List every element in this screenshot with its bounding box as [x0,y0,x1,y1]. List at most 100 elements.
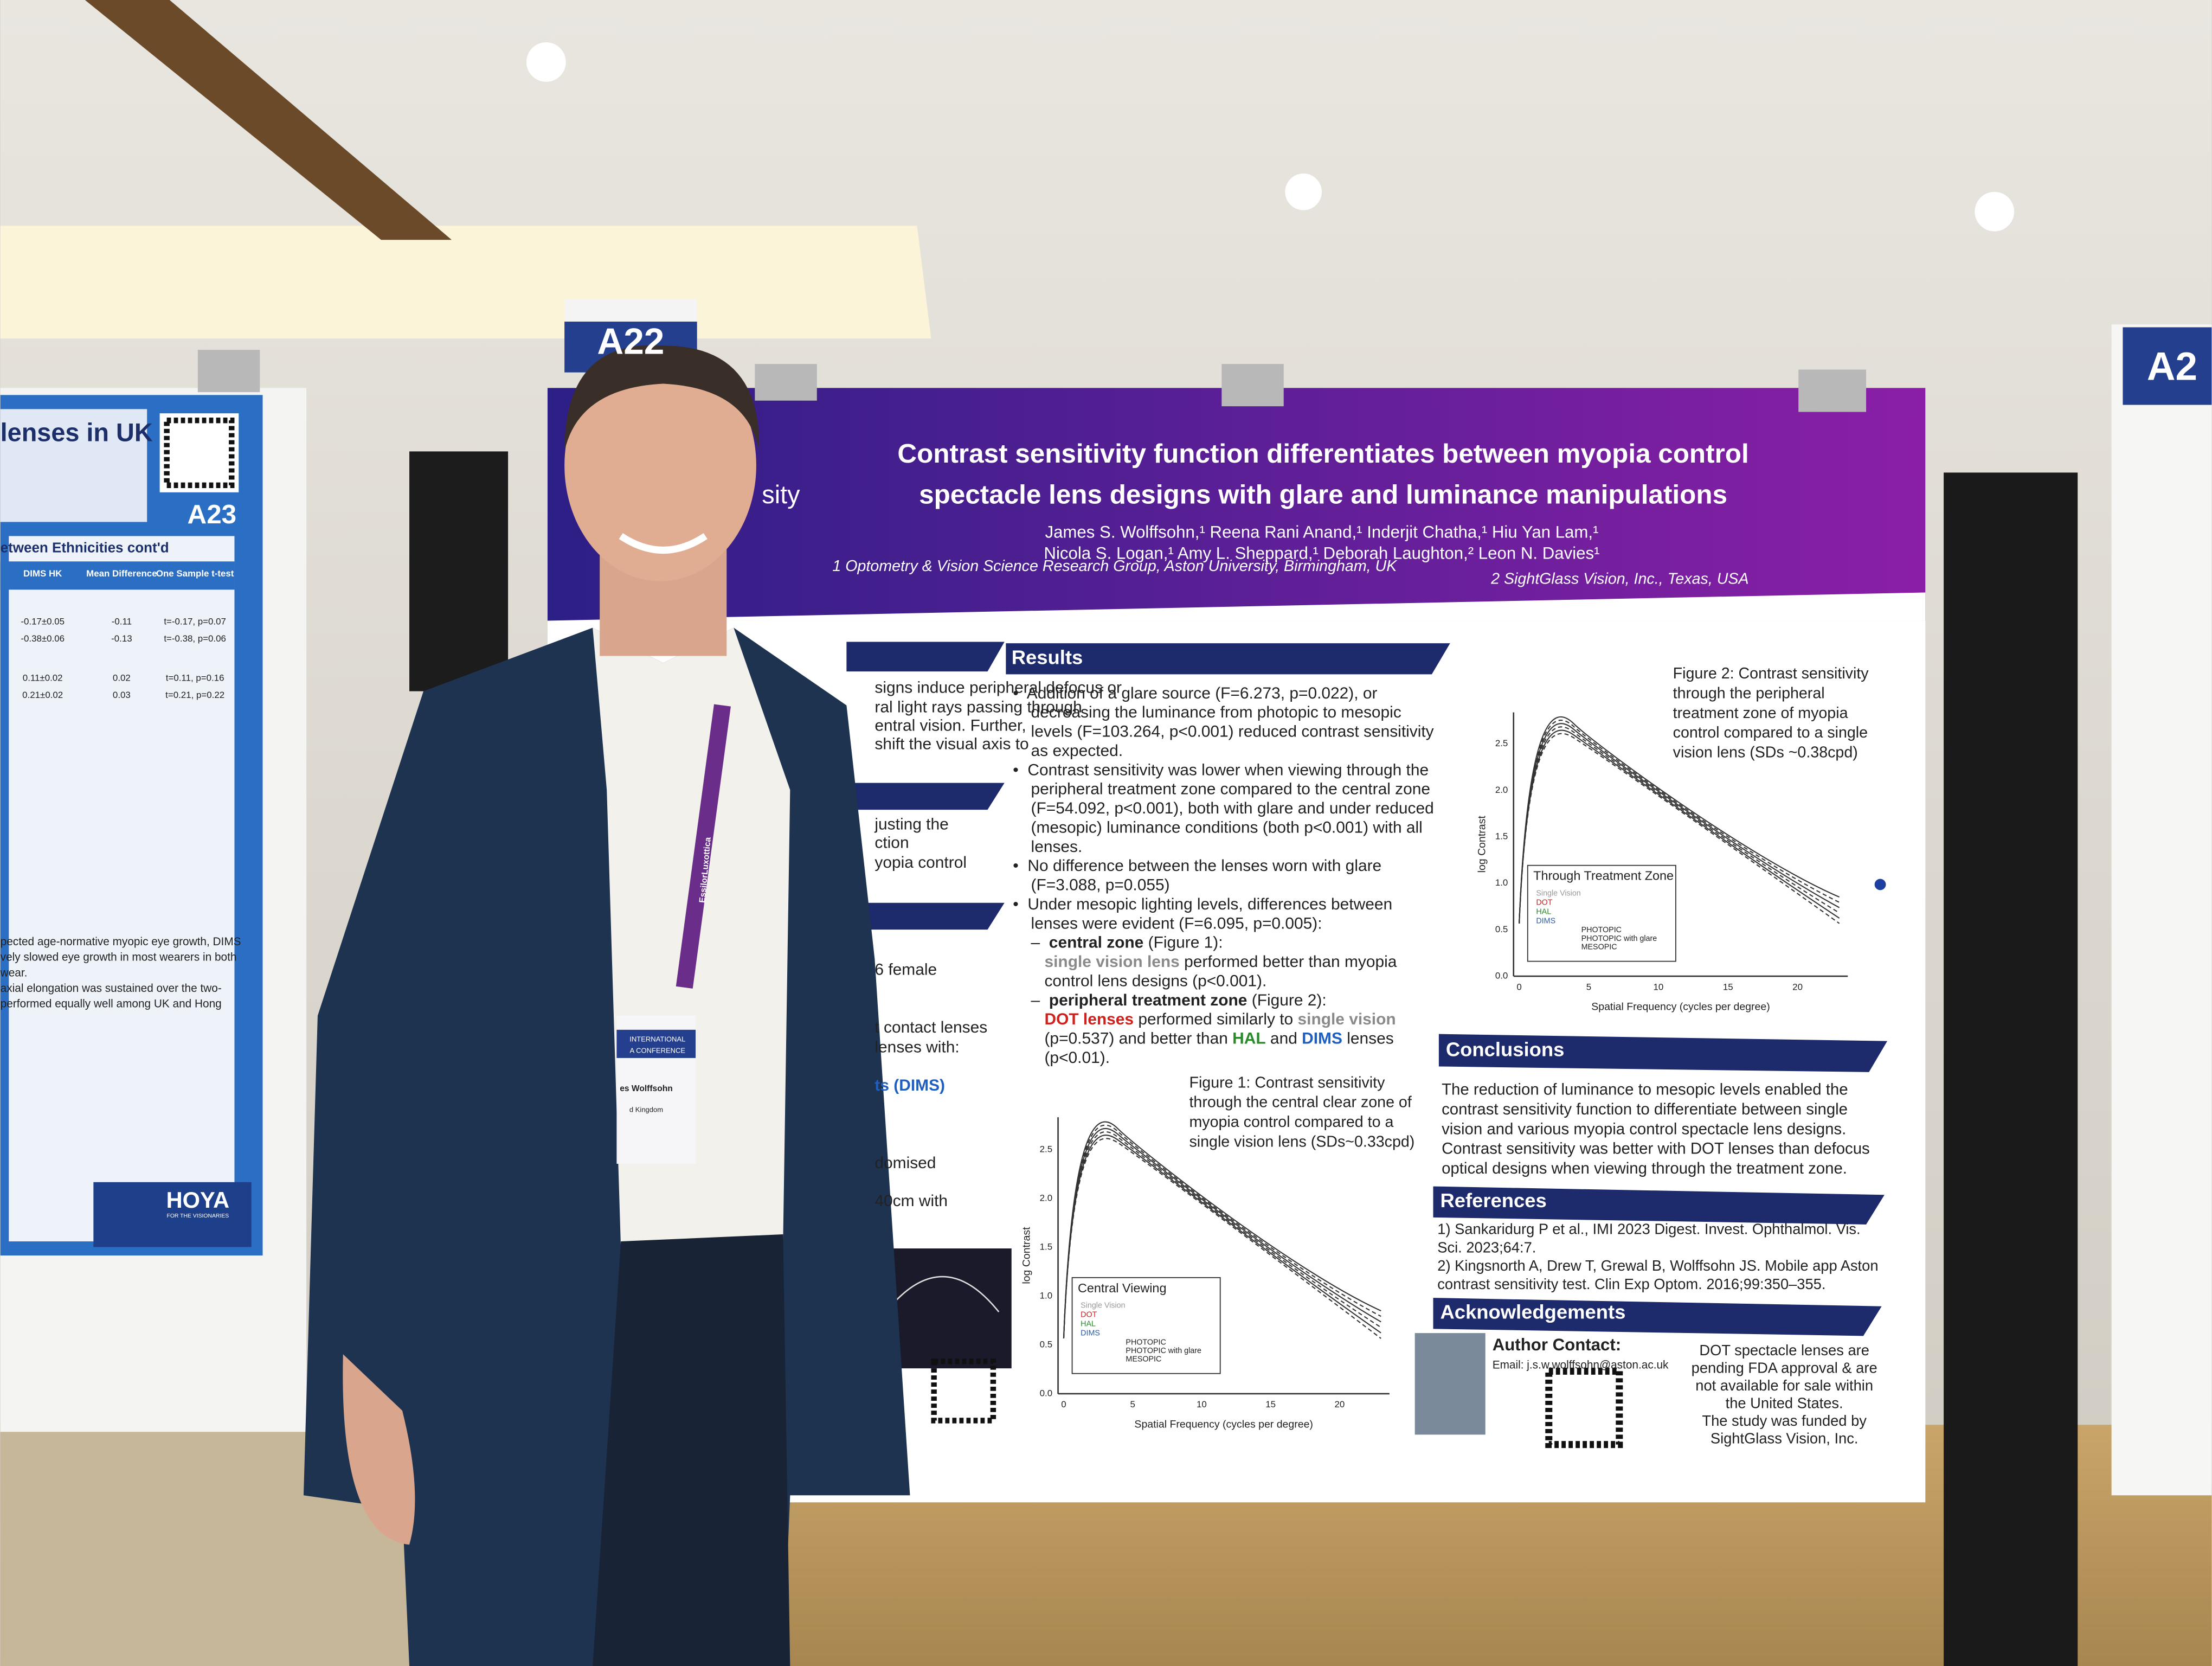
text-fragment: ral light rays passing through [874,699,1082,716]
legend-entry: HAL [1081,1319,1096,1328]
table-cell: 0.11±0.02 [23,673,63,683]
header-edge [547,592,1926,621]
text-segment: • Addition of a glare source (F=6.273, p… [1013,684,1377,702]
results-line: lenses were evident (F=6.095, p=0.005): [1013,914,1322,932]
clip [755,364,817,401]
legend-entry: PHOTOPIC [1581,926,1622,934]
left-subtitle: etween Ethnicities cont'd [1,540,169,556]
reference-line: 1) Sankaridurg P et al., IMI 2023 Digest… [1437,1220,1860,1237]
table-cell: -0.38±0.06 [21,633,65,644]
y-axis-label: log Contrast [1476,816,1488,873]
badge-name: es Wolffsohn [620,1084,673,1093]
section-heading: Acknowledgements [1440,1300,1625,1323]
x-tick-label: 5 [1130,1399,1135,1409]
text-fragment: shift the visual axis to [874,735,1028,753]
table-cell: 0.21±0.02 [22,690,63,700]
section-bar [1433,1298,1882,1336]
text-segment: performed better than myopia [1180,953,1397,971]
light-cove [0,226,931,339]
text-segment: decreasing the luminance from photopic t… [1013,703,1401,721]
figure-caption: through the peripheral [1673,684,1825,702]
figure-caption: through the central clear zone of [1189,1094,1411,1111]
x-tick-label: 15 [1265,1399,1276,1409]
trousers [593,1234,790,1666]
section-heading: Results [1012,646,1083,668]
results-line: • No difference between the lenses worn … [1013,857,1381,875]
text-segment: (Figure 2): [1247,991,1326,1009]
qr [931,1358,996,1424]
left-text: pected age-normative myopic eye growth, … [1,935,241,948]
text-segment: • Under mesopic lighting levels, differe… [1013,895,1392,913]
legend-entry: Single Vision [1081,1302,1125,1310]
table-cell: -0.17±0.05 [21,617,65,627]
table-cell: t=-0.17, p=0.07 [164,617,226,627]
results-line: – peripheral treatment zone (Figure 2): [1013,991,1326,1009]
note-line: the United States. [1726,1395,1843,1412]
x-tick-label: 10 [1653,982,1663,992]
booth-label: A23 [188,499,237,529]
y-tick-label: 0.0 [1040,1388,1052,1398]
section-bar [1438,1034,1888,1072]
legend-entry: HAL [1536,907,1551,916]
email: Email: j.s.w.wolffsohn@aston.ac.uk [1493,1359,1669,1371]
left-footer [93,1182,252,1247]
text-segment: lenses were evident (F=6.095, p=0.005): [1013,914,1322,932]
x-tick-label: 0 [1061,1399,1066,1409]
curve [1063,1124,1381,1339]
text-fragment: 40cm with [874,1192,948,1210]
legend-entry: Single Vision [1536,889,1580,898]
table-header-cell: One Sample t-test [156,568,234,579]
curve [1063,1138,1381,1339]
booth-label: A22 [597,322,664,362]
conclusion-line: contrast sensitivity function to differe… [1442,1100,1848,1118]
legend-title: Central Viewing [1078,1281,1167,1295]
results-line: (F=54.092, p<0.001), both with glare and… [1013,799,1433,817]
y-tick-label: 1.5 [1495,831,1508,841]
stand [1944,472,2078,1666]
text-fragment: domised [874,1154,936,1172]
legend-title: Through Treatment Zone [1533,869,1674,883]
authors: James S. Wolffsohn,¹ Reena Rani Anand,¹ … [1045,522,1598,541]
legend-entry: DOT [1536,898,1552,907]
figure-caption: control compared to a single [1673,724,1868,741]
results-line: • Addition of a glare source (F=6.273, p… [1013,684,1377,702]
y-tick-label: 0.5 [1040,1339,1052,1349]
x-tick-label: 15 [1723,982,1733,992]
poster-title: spectacle lens designs with glare and lu… [919,480,1727,510]
results-line: – central zone (Figure 1): [1013,934,1223,952]
lanyard [676,704,731,989]
left-text: vely slowed eye growth in most wearers i… [1,951,237,964]
x-tick-label: 5 [1586,982,1591,992]
left-text: performed equally well among UK and Hong [1,998,222,1010]
legend-entry: MESOPIC [1126,1355,1161,1363]
legend-entry: DIMS [1536,917,1555,925]
text-segment: single vision lens [1044,953,1179,971]
hand [343,1354,415,1545]
right-booth-sign [2123,327,2212,405]
results-line: lenses. [1013,838,1082,856]
y-tick-label: 2.5 [1495,738,1508,748]
text-segment: central zone [1049,934,1144,952]
results-line: (p<0.01). [1013,1049,1110,1067]
qr [159,413,239,492]
text-segment: and [1266,1029,1302,1047]
section-heading: References [1440,1189,1546,1212]
text-segment: single vision [1298,1010,1396,1028]
text-fragment: t contact lenses [874,1018,987,1036]
text-segment: lenses. [1013,838,1082,856]
text-segment [1013,1010,1044,1028]
badge-band [616,1029,696,1058]
reference-line: Sci. 2023;64:7. [1437,1239,1536,1255]
table-cell: t=0.11, p=0.16 [166,673,224,683]
section-bar [846,642,1005,672]
x-axis-label: Spatial Frequency (cycles per degree) [1134,1418,1313,1430]
pin [1874,879,1886,890]
results-line: • Contrast sensitivity was lower when vi… [1013,761,1429,779]
note-line: pending FDA approval & are [1692,1360,1877,1376]
lamp [1975,191,2015,232]
x-tick-label: 10 [1197,1399,1207,1409]
text-fragment: lenses with: [874,1039,959,1056]
text-segment: (p<0.01). [1013,1049,1110,1067]
legend-entry: DOT [1081,1311,1097,1319]
results-line: DOT lenses performed similarly to single… [1013,1010,1396,1028]
